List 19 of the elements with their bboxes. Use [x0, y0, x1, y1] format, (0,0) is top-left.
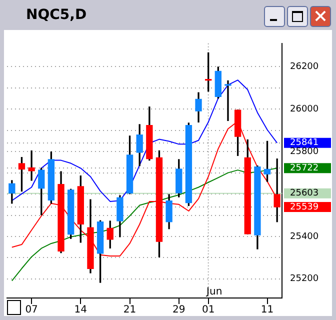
y-tick-label: 26200 [290, 62, 319, 72]
y-tick-label: 25539 [290, 202, 319, 212]
candlestick [28, 150, 35, 181]
y-tick-label: 25603 [290, 188, 319, 199]
y-tick-label: 25841 [290, 138, 319, 148]
ref-line-label: Jun [206, 286, 222, 298]
y-tick-label: 25800 [290, 146, 319, 157]
y-tick-label: 25400 [290, 232, 319, 242]
y-tick-label: 25200 [290, 274, 319, 284]
chart-title: NQC5,D [26, 7, 87, 23]
y-tick-label: 26000 [290, 104, 319, 115]
x-tick-label: 29 [172, 304, 186, 316]
x-tick-label: 21 [123, 304, 136, 316]
x-tick-label: 01 [202, 304, 215, 316]
x-tick-label: 11 [260, 304, 274, 316]
y-tick-label: 25722 [290, 164, 319, 174]
x-tick-label: 14 [74, 304, 88, 316]
candlestick [224, 80, 232, 121]
x-tick-label: 07 [25, 304, 38, 316]
